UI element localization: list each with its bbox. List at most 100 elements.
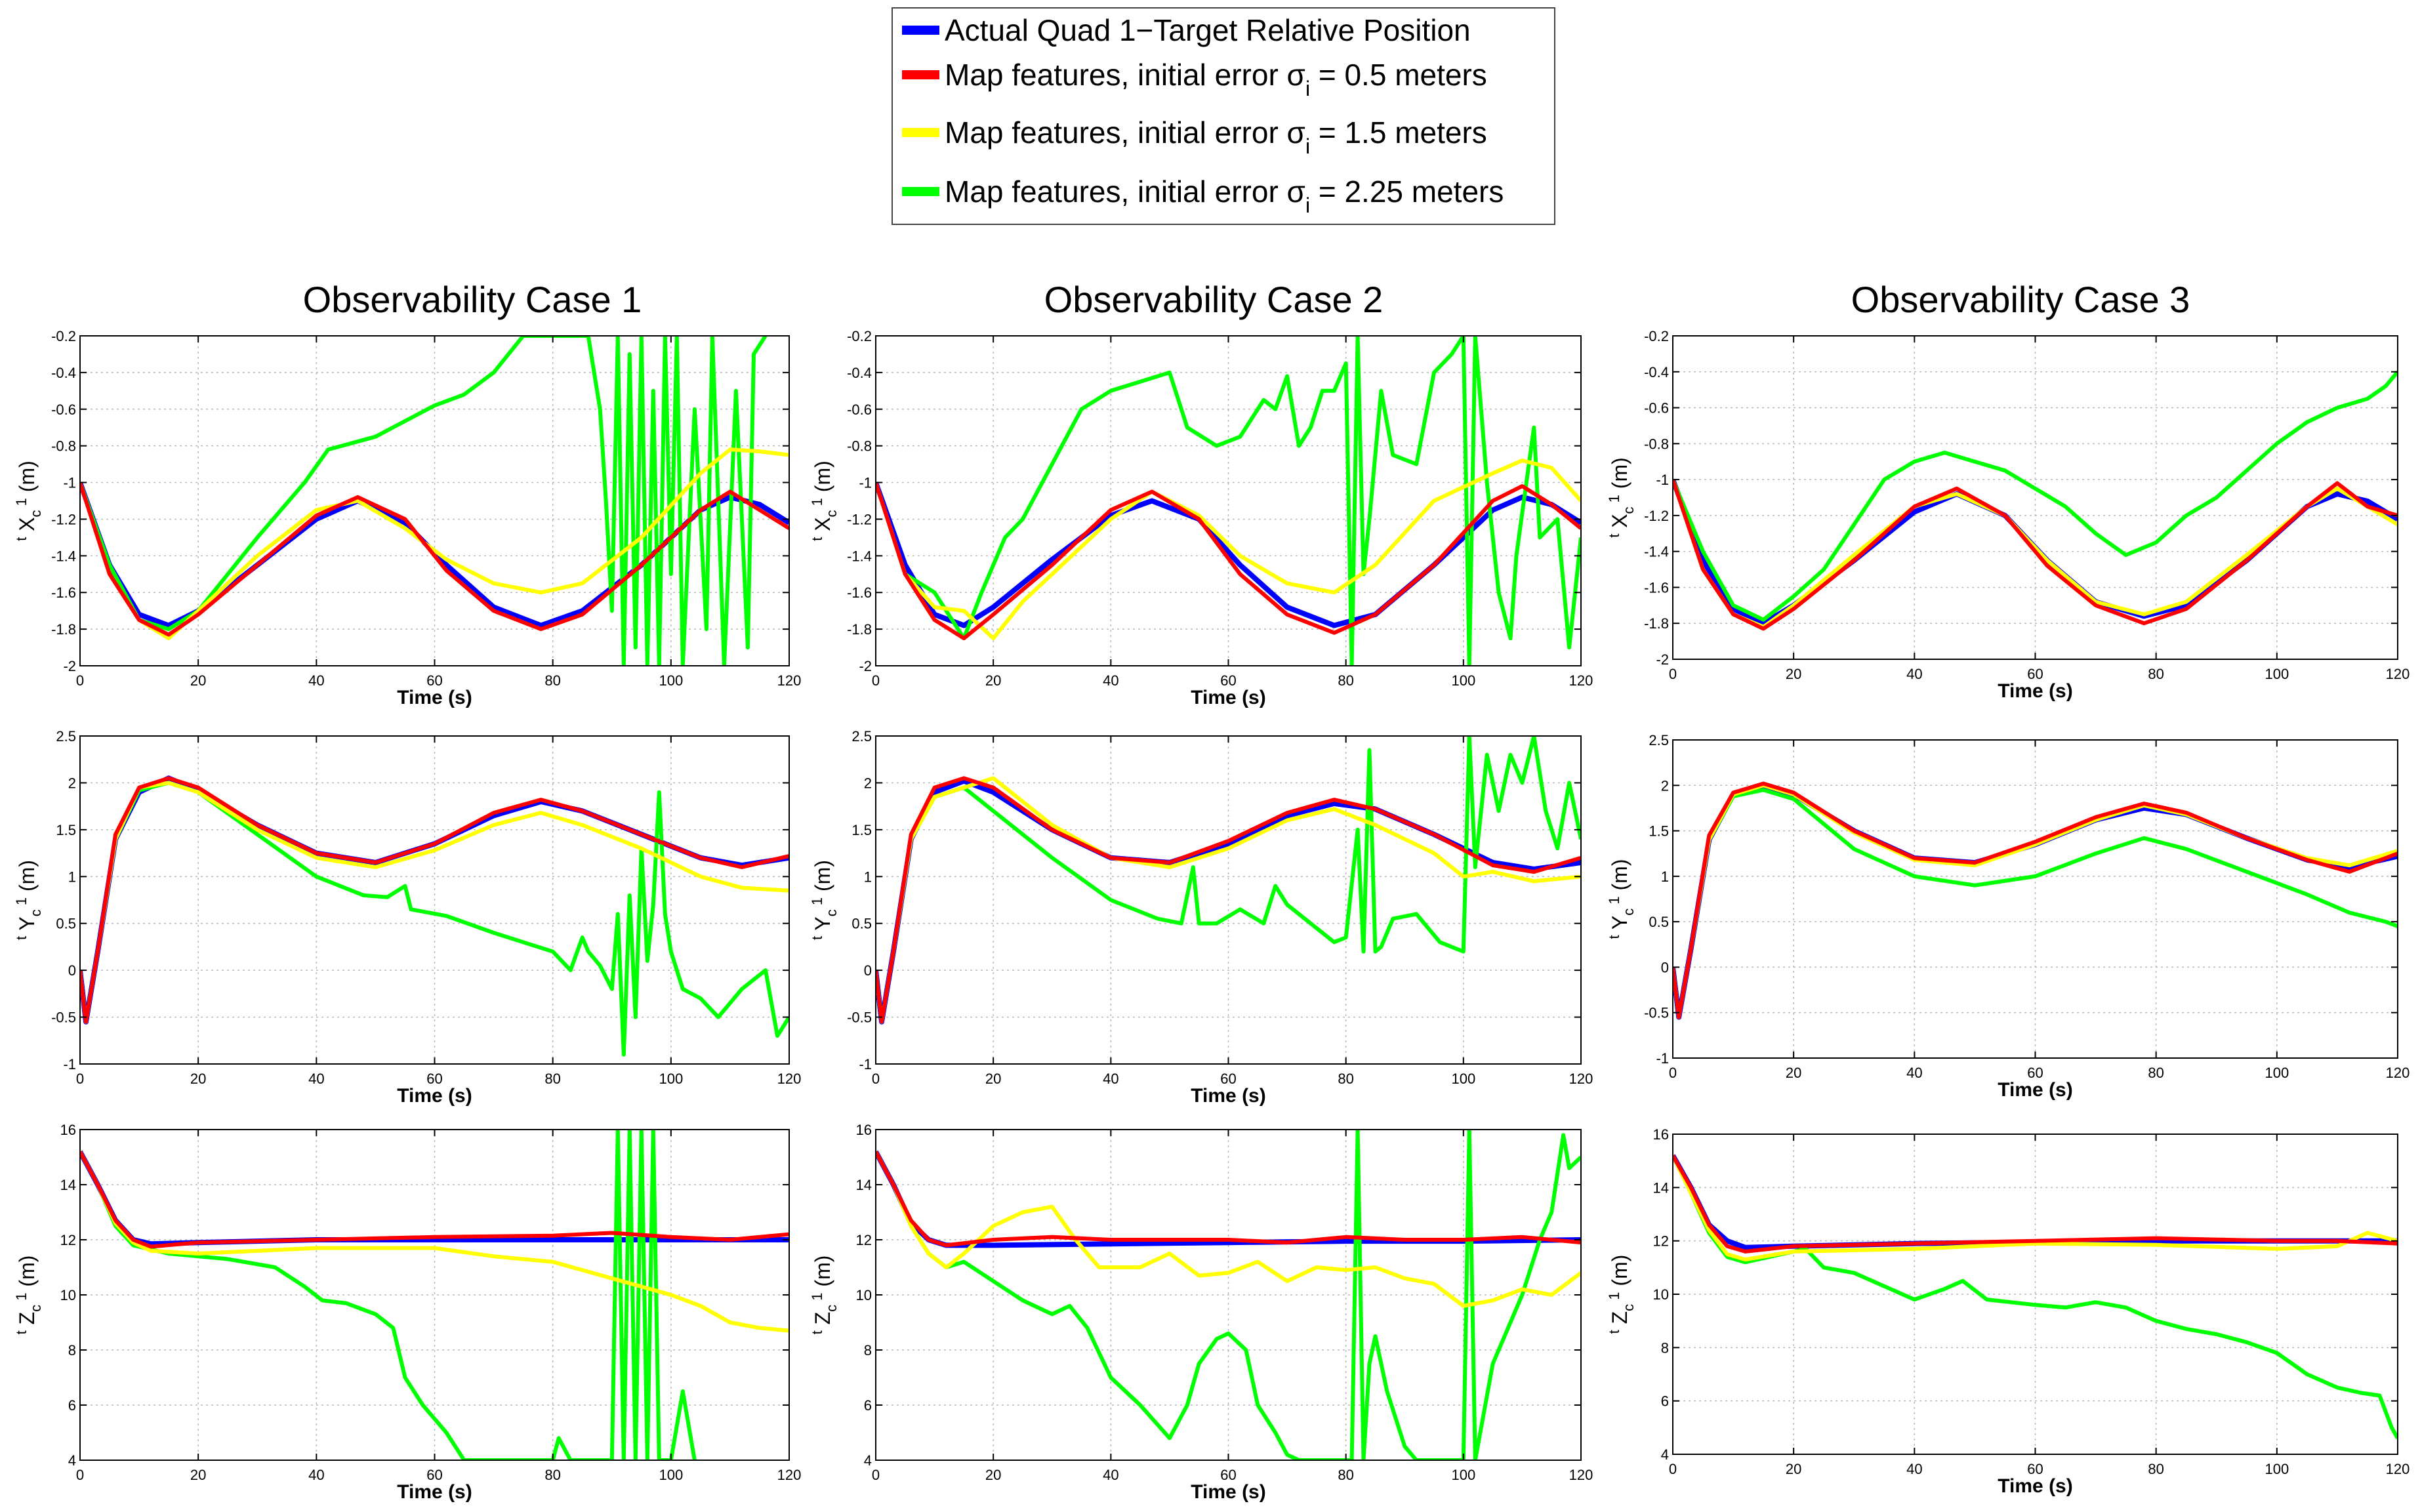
x-tick-label: 20 (190, 1071, 206, 1087)
series-line-s05 (1673, 781, 2398, 1019)
y-tick-label: -1.6 (1644, 579, 1669, 596)
y-axis-label-part-4: (m) (1608, 457, 1631, 495)
series-line-s15 (876, 459, 1581, 641)
y-axis-label-part-3: 1 (809, 1292, 825, 1304)
y-tick-label: 2.5 (56, 728, 76, 745)
y-axis-label-part-1: Y (15, 916, 39, 936)
x-tick-label: 0 (76, 672, 84, 689)
y-axis-label-part-4: (m) (811, 460, 834, 498)
series-line-s05 (1673, 479, 2398, 631)
legend-entry-s15: Map features, initial error σi = 1.5 met… (902, 115, 1487, 158)
series-group (876, 1130, 1581, 1460)
y-tick-label: -0.5 (1644, 1005, 1669, 1021)
y-tick-label: 16 (1653, 1126, 1669, 1143)
x-tick-label: 0 (1669, 1461, 1677, 1477)
x-tick-label: 0 (872, 672, 880, 689)
y-tick-label: 16 (856, 1122, 872, 1138)
x-tick-label: 60 (2027, 1065, 2043, 1081)
series-group (1673, 1154, 2398, 1440)
y-axis-label-part-1: Y (1608, 916, 1631, 935)
y-axis-label: t Xc 1 (m) (1606, 457, 1637, 538)
series-group (1673, 781, 2398, 1020)
x-tick-label: 100 (2265, 1461, 2289, 1477)
x-tick-label: 80 (2148, 1461, 2164, 1477)
legend-label-s05: Map features, initial error σi = 0.5 met… (945, 58, 1487, 100)
x-tick-label: 120 (2386, 1461, 2410, 1477)
y-axis-label: t Yc 1 (m) (1606, 859, 1637, 939)
y-tick-label: -1.6 (847, 584, 872, 601)
y-axis-label-part-0: t (1606, 935, 1622, 939)
y-axis-label: t Zc 1 (m) (809, 1256, 840, 1335)
panels: 0 20 40 60 80 100 120-2-1.8-1.6-1.4-1.2-1-0.8-… (13, 328, 2410, 1503)
x-tick-label: 20 (985, 1071, 1001, 1087)
series-line-s225 (1673, 370, 2398, 622)
x-axis-label: Time (s) (1998, 1475, 2072, 1497)
y-tick-label: 1 (68, 868, 76, 885)
y-axis-label-part-2: c (28, 909, 44, 916)
legend-label-s225-suffix: = 2.25 meters (1310, 174, 1504, 209)
x-tick-label: 80 (544, 1467, 560, 1483)
y-tick-label: 0.5 (1649, 914, 1669, 930)
legend-label-s15: Map features, initial error σi = 1.5 met… (945, 115, 1487, 158)
x-tick-label: 60 (1220, 1071, 1236, 1087)
y-axis-label-part-4: (m) (15, 860, 39, 897)
y-tick-label: -0.5 (51, 1010, 76, 1026)
x-tick-label: 60 (2027, 666, 2043, 682)
y-axis-label-part-4: (m) (1608, 859, 1631, 897)
x-axis-label: Time (s) (397, 1481, 472, 1503)
y-tick-label: 12 (1653, 1233, 1669, 1250)
y-tick-label: 1 (1661, 868, 1669, 885)
y-tick-label: -0.4 (847, 365, 872, 381)
x-tick-label: 40 (1103, 1071, 1118, 1087)
y-tick-label: 8 (1661, 1339, 1669, 1356)
panel-case1-z: 0 20 40 60 80 100 120 4 6 8 10 12 14 16 Time (s) t Zc 1… (13, 1122, 801, 1503)
y-axis-label-part-3: 1 (13, 498, 30, 510)
column-title-case-1: Observability Case 1 (303, 279, 642, 320)
y-axis-label-part-0: t (13, 936, 30, 940)
x-tick-label: 100 (2265, 1065, 2289, 1081)
y-axis-label-part-2: c (1620, 506, 1637, 514)
x-tick-label: 100 (1451, 1071, 1475, 1087)
series-group (80, 336, 789, 666)
series-line-s225 (80, 336, 768, 666)
x-tick-label: 120 (777, 1467, 802, 1483)
y-axis-label-part-0: t (1606, 534, 1622, 538)
y-axis-label-part-2: c (823, 1305, 840, 1312)
x-tick-label: 100 (2265, 666, 2289, 682)
y-tick-label: 14 (60, 1177, 76, 1193)
y-axis-label: t Zc 1 (m) (13, 1256, 44, 1335)
y-axis-label-part-3: 1 (1606, 495, 1622, 506)
x-tick-label: 0 (76, 1071, 84, 1087)
y-axis-label-part-3: 1 (13, 897, 30, 909)
legend-entry-s05: Map features, initial error σi = 0.5 met… (902, 58, 1487, 100)
x-tick-label: 80 (1338, 1071, 1353, 1087)
series-group (876, 736, 1581, 1025)
y-tick-label: 6 (68, 1397, 76, 1414)
y-tick-label: -0.4 (1644, 364, 1669, 380)
y-tick-label: -1 (859, 1056, 872, 1073)
y-axis-label-part-2: c (1620, 1304, 1637, 1311)
y-tick-label: -0.2 (51, 328, 76, 344)
y-tick-label: -0.6 (847, 401, 872, 418)
y-tick-label: 2.5 (851, 728, 872, 745)
y-tick-label: -0.2 (1644, 328, 1669, 344)
y-axis-label-part-3: 1 (1606, 896, 1622, 908)
y-axis-label-part-0: t (13, 1330, 30, 1334)
x-tick-label: 60 (426, 1071, 442, 1087)
x-tick-label: 120 (1569, 1071, 1593, 1087)
legend-label-s05-suffix: = 0.5 meters (1310, 58, 1487, 92)
y-axis-label-part-1: X (1608, 514, 1631, 533)
x-tick-label: 100 (659, 1467, 683, 1483)
y-tick-label: 2 (68, 775, 76, 791)
x-tick-label: 40 (1103, 672, 1118, 689)
x-axis-label: Time (s) (1191, 1085, 1265, 1107)
y-tick-label: -0.6 (1644, 400, 1669, 417)
y-axis-label-part-1: Y (811, 916, 834, 936)
series-line-s15 (876, 1151, 1581, 1308)
y-tick-label: -2 (1656, 651, 1669, 668)
y-tick-label: 0 (68, 962, 76, 979)
x-tick-label: 60 (1220, 672, 1236, 689)
y-tick-label: 6 (864, 1397, 872, 1414)
y-axis-label-part-4: (m) (811, 860, 834, 897)
